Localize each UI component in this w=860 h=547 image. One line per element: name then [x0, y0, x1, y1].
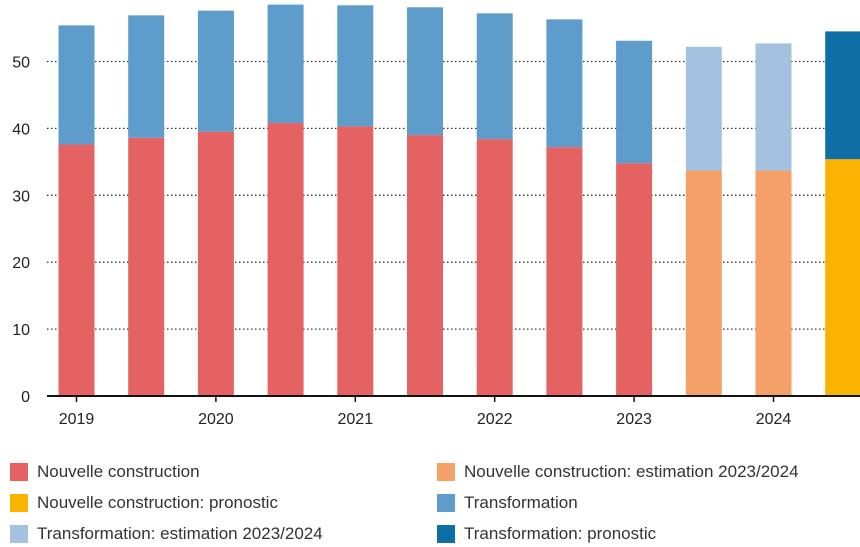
bar-segment — [128, 15, 165, 138]
bar-segment — [825, 31, 860, 160]
legend-label: Transformation: estimation 2023/2024 — [37, 524, 323, 543]
bar-segment — [407, 135, 443, 396]
legend-label: Nouvelle construction: estimation 2023/2… — [464, 462, 799, 481]
bar-segment — [825, 159, 860, 396]
legend-swatch — [437, 525, 455, 543]
x-tick-label: 2023 — [616, 411, 652, 428]
legend-swatch — [437, 463, 455, 481]
stacked-bar-chart: 0 10 20 30 40 50 2019 2020 2021 2022 2023 2024 — [12, 4, 860, 428]
y-tick-label: 20 — [12, 255, 30, 272]
legend-item-nouvelle-construction: Nouvelle construction — [10, 459, 200, 485]
legend-item-transformation: Transformation — [437, 490, 578, 516]
legend-swatch — [437, 494, 455, 512]
x-tick-label: 2019 — [59, 411, 95, 428]
bar-segment — [616, 40, 653, 164]
bar-segment — [755, 170, 792, 396]
legend-label: Transformation — [464, 493, 578, 512]
legend-item-nouvelle-construction-estimation: Nouvelle construction: estimation 2023/2… — [437, 459, 799, 485]
y-tick-label: 10 — [12, 322, 30, 339]
bar-segment — [685, 170, 722, 396]
legend-item-nouvelle-construction-pronostic: Nouvelle construction: pronostic — [10, 490, 278, 516]
x-tick-label: 2020 — [198, 411, 234, 428]
bar-segment — [267, 123, 304, 396]
bar-segment — [337, 5, 374, 127]
bar-segment — [685, 46, 722, 171]
legend-swatch — [10, 494, 28, 512]
bar-segment — [128, 137, 165, 397]
bar-segment — [476, 139, 513, 396]
bar-segment — [755, 43, 792, 171]
bar-segment — [197, 131, 234, 396]
legend-label: Transformation: pronostic — [464, 524, 657, 543]
legend-swatch — [10, 525, 28, 543]
legend-item-transformation-estimation: Transformation: estimation 2023/2024 — [10, 521, 323, 547]
legend-item-transformation-pronostic: Transformation: pronostic — [437, 521, 656, 547]
legend-swatch — [10, 463, 28, 481]
x-tick-label: 2022 — [477, 411, 513, 428]
y-tick-label: 50 — [12, 55, 30, 72]
y-tick-label: 40 — [12, 121, 30, 138]
bars — [58, 4, 860, 397]
bar-segment — [476, 13, 513, 140]
x-tick-label: 2024 — [756, 411, 792, 428]
bar-segment — [58, 144, 95, 396]
bar-segment — [58, 25, 95, 145]
y-tick-label: 30 — [12, 188, 30, 205]
legend-label: Nouvelle construction: pronostic — [37, 493, 278, 512]
bar-segment — [616, 163, 653, 396]
axes: 0 10 20 30 40 50 2019 2020 2021 2022 2023 2024 — [12, 55, 860, 428]
bar-segment — [337, 126, 374, 396]
bar-segment — [546, 19, 583, 148]
legend: Nouvelle construction Nouvelle construct… — [0, 455, 860, 547]
legend-label: Nouvelle construction — [37, 462, 200, 481]
bar-segment — [407, 7, 443, 136]
x-tick-label: 2021 — [338, 411, 374, 428]
bar-segment — [197, 10, 234, 132]
gridlines — [47, 60, 860, 330]
bar-segment — [546, 147, 583, 396]
y-tick-label: 0 — [21, 389, 30, 406]
bar-segment — [267, 4, 304, 124]
